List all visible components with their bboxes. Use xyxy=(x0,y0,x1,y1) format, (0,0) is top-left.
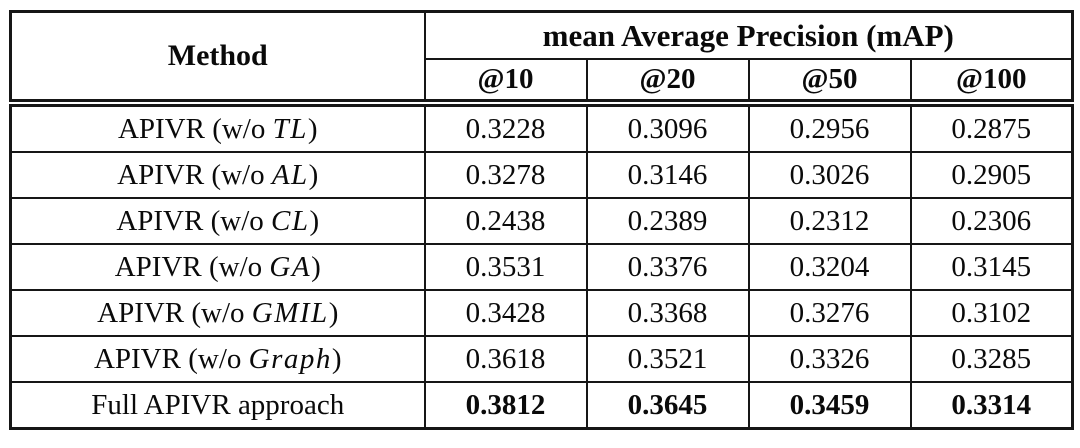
table-row-apivr-wo-gmil: APIVR (w/o GMIL) 0.3428 0.3368 0.3276 0.… xyxy=(9,289,1074,337)
method-suffix: ) xyxy=(311,250,321,283)
map-at100-value: 0.2306 xyxy=(909,197,1074,245)
map-at10-value: 0.3618 xyxy=(423,335,588,383)
method-suffix: ) xyxy=(328,296,339,329)
map-at20-value: 0.3376 xyxy=(585,243,750,291)
col-header-at50: @50 xyxy=(747,58,912,107)
map-at10-value: 0.3531 xyxy=(423,243,588,291)
method-math-term: GMIL xyxy=(251,296,329,329)
method-cell: APIVR (w/o AL) xyxy=(9,151,426,199)
map-at50-value: 0.3026 xyxy=(747,151,912,199)
map-at50-value: 0.3459 xyxy=(747,381,912,430)
table-body: APIVR (w/o TL) 0.3228 0.3096 0.2956 0.28… xyxy=(9,99,1074,430)
paper-table-figure: Method mean Average Precision (mAP) @10 … xyxy=(9,10,1075,430)
method-prefix: APIVR (w/o xyxy=(117,158,272,191)
map-at100-value: 0.2875 xyxy=(909,99,1074,153)
map-at10-value: 0.3228 xyxy=(423,99,588,153)
method-suffix: ) xyxy=(308,158,319,191)
map-at20-value: 0.3146 xyxy=(585,151,750,199)
col-header-at100: @100 xyxy=(909,58,1074,107)
map-at10-value: 0.3428 xyxy=(423,289,588,337)
map-at20-value: 0.2389 xyxy=(585,197,750,245)
header-row-sub: @10 @20 @50 @100 xyxy=(11,58,1074,107)
method-cell: Full APIVR approach xyxy=(9,381,426,430)
method-column-header: Method xyxy=(9,10,426,107)
map-results-table: Method mean Average Precision (mAP) @10 … xyxy=(9,10,1075,430)
method-cell: APIVR (w/o GA) xyxy=(9,243,426,291)
method-prefix: Full APIVR approach xyxy=(91,388,345,421)
map-at50-value: 0.2312 xyxy=(747,197,912,245)
method-suffix: ) xyxy=(331,342,342,375)
method-suffix: ) xyxy=(307,112,318,145)
table-row-apivr-wo-graph: APIVR (w/o Graph) 0.3618 0.3521 0.3326 0… xyxy=(9,335,1074,383)
map-at10-value: 0.3812 xyxy=(423,381,588,430)
map-at100-value: 0.3102 xyxy=(909,289,1074,337)
method-prefix: APIVR (w/o xyxy=(114,250,270,283)
table-row-apivr-wo-tl: APIVR (w/o TL) 0.3228 0.3096 0.2956 0.28… xyxy=(9,99,1074,153)
map-at50-value: 0.3326 xyxy=(747,335,912,383)
map-at50-value: 0.3276 xyxy=(747,289,912,337)
table-row-apivr-wo-ga: APIVR (w/o GA) 0.3531 0.3376 0.3204 0.31… xyxy=(9,243,1074,291)
method-suffix: ) xyxy=(309,204,320,237)
method-cell: APIVR (w/o GMIL) xyxy=(9,289,426,337)
map-at100-value: 0.3285 xyxy=(909,335,1074,383)
method-math-term: AL xyxy=(271,158,309,191)
col-header-at20: @20 xyxy=(585,58,750,107)
map-at100-value: 0.3314 xyxy=(909,381,1074,430)
table-row-full-apivr: Full APIVR approach 0.3812 0.3645 0.3459… xyxy=(9,381,1074,430)
map-at100-value: 0.2905 xyxy=(909,151,1074,199)
method-prefix: APIVR (w/o xyxy=(93,342,249,375)
header-row-group: Method mean Average Precision (mAP) xyxy=(9,10,1074,107)
map-group-header: mean Average Precision (mAP) xyxy=(423,10,1074,60)
method-prefix: APIVR (w/o xyxy=(97,296,252,329)
method-math-term: Graph xyxy=(248,342,332,375)
map-at50-value: 0.3204 xyxy=(747,243,912,291)
table-row-apivr-wo-al: APIVR (w/o AL) 0.3278 0.3146 0.3026 0.29… xyxy=(9,151,1074,199)
map-at20-value: 0.3645 xyxy=(585,381,750,430)
col-header-at10: @10 xyxy=(423,58,588,107)
method-math-term: CL xyxy=(271,204,310,237)
table-header: Method mean Average Precision (mAP) @10 … xyxy=(9,10,1074,107)
map-at10-value: 0.2438 xyxy=(423,197,588,245)
method-math-term: GA xyxy=(269,250,312,283)
method-cell: APIVR (w/o TL) xyxy=(9,99,426,153)
map-at20-value: 0.3521 xyxy=(585,335,750,383)
map-at20-value: 0.3368 xyxy=(585,289,750,337)
method-cell: APIVR (w/o CL) xyxy=(9,197,426,245)
map-at100-value: 0.3145 xyxy=(909,243,1074,291)
map-at10-value: 0.3278 xyxy=(423,151,588,199)
map-at50-value: 0.2956 xyxy=(747,99,912,153)
method-cell: APIVR (w/o Graph) xyxy=(9,335,426,383)
map-at20-value: 0.3096 xyxy=(585,99,750,153)
method-prefix: APIVR (w/o xyxy=(116,204,271,237)
method-math-term: TL xyxy=(272,112,308,145)
method-prefix: APIVR (w/o xyxy=(117,112,273,145)
table-row-apivr-wo-cl: APIVR (w/o CL) 0.2438 0.2389 0.2312 0.23… xyxy=(9,197,1074,245)
